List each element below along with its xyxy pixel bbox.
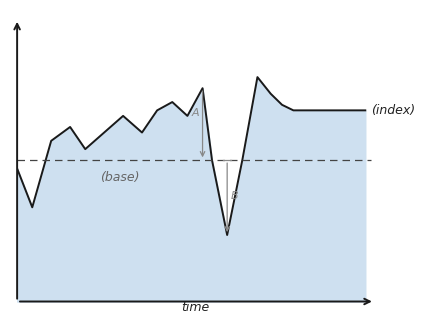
Text: B: B — [231, 191, 238, 201]
Text: (index): (index) — [371, 104, 415, 117]
Text: A: A — [192, 108, 199, 118]
Text: (base): (base) — [101, 171, 140, 184]
Text: time: time — [181, 302, 209, 315]
